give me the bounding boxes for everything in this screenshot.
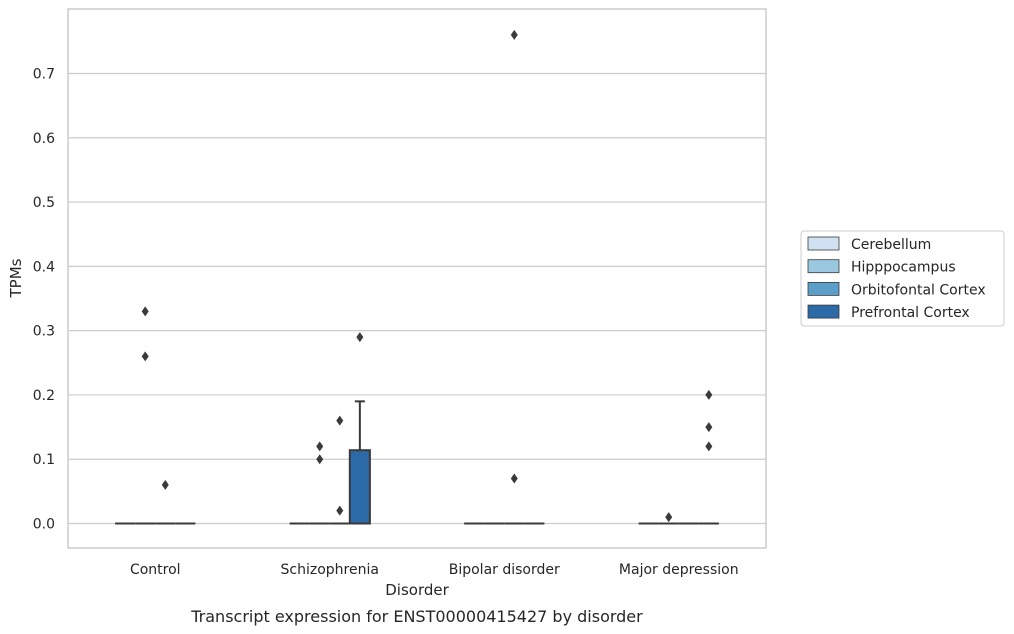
y-tick-label: 0.7 xyxy=(33,67,55,83)
x-tick-label: Major depression xyxy=(619,562,739,578)
legend-item: Orbitofontal Cortex xyxy=(807,281,986,298)
outlier-point xyxy=(141,306,149,317)
legend-swatch xyxy=(807,281,840,296)
outlier-point xyxy=(510,29,518,40)
plot-frame xyxy=(67,8,767,549)
chart-caption: Transcript expression for ENST0000041542… xyxy=(190,607,643,626)
x-tick-label: Schizophrenia xyxy=(281,562,379,578)
y-tick-labels: 0.0 0.1 0.2 0.3 0.4 0.5 0.6 0.7 xyxy=(33,67,55,533)
outlier-point xyxy=(665,512,673,523)
outlier-point xyxy=(510,473,518,484)
legend-swatch xyxy=(807,236,840,251)
legend-label: Hipppocampus xyxy=(851,260,956,276)
legend: Cerebellum Hipppocampus Orbitofontal Corte… xyxy=(800,230,1005,327)
y-tick-label: 0.0 xyxy=(33,517,55,533)
legend-swatch xyxy=(807,304,840,319)
grid-lines xyxy=(68,72,766,525)
legend-label: Cerebellum xyxy=(851,237,931,253)
outlier-point xyxy=(336,415,344,426)
legend-item: Hipppocampus xyxy=(807,259,956,276)
outlier-point xyxy=(356,332,364,343)
y-tick-label: 0.5 xyxy=(33,195,55,211)
outlier-points xyxy=(141,29,713,523)
box-1-3 xyxy=(348,400,371,525)
legend-frame xyxy=(800,230,1005,327)
box-body xyxy=(348,449,371,525)
y-tick-label: 0.1 xyxy=(33,452,55,468)
outlier-point xyxy=(141,351,149,362)
outlier-point xyxy=(705,441,713,452)
legend-item: Cerebellum xyxy=(807,236,931,253)
legend-item: Prefrontal Cortex xyxy=(807,304,970,321)
y-axis-title: TPMs xyxy=(7,258,25,298)
outlier-point xyxy=(161,479,169,490)
y-tick-label: 0.4 xyxy=(33,259,55,275)
outlier-point xyxy=(705,422,713,433)
outlier-point xyxy=(316,441,324,452)
outlier-point xyxy=(336,505,344,516)
x-tick-label: Control xyxy=(130,562,181,578)
x-tick-labels: Control Schizophrenia Bipolar disorder Majo… xyxy=(130,562,739,578)
legend-swatch xyxy=(807,259,840,274)
legend-label: Prefrontal Cortex xyxy=(851,305,970,321)
legend-label: Orbitofontal Cortex xyxy=(851,282,986,298)
y-tick-label: 0.3 xyxy=(33,324,55,340)
outlier-point xyxy=(316,454,324,465)
box-series xyxy=(115,400,719,525)
outlier-point xyxy=(705,389,713,400)
y-tick-label: 0.6 xyxy=(33,131,55,147)
x-tick-label: Bipolar disorder xyxy=(449,562,560,578)
x-axis-title: Disorder xyxy=(385,581,449,599)
y-tick-label: 0.2 xyxy=(33,388,55,404)
